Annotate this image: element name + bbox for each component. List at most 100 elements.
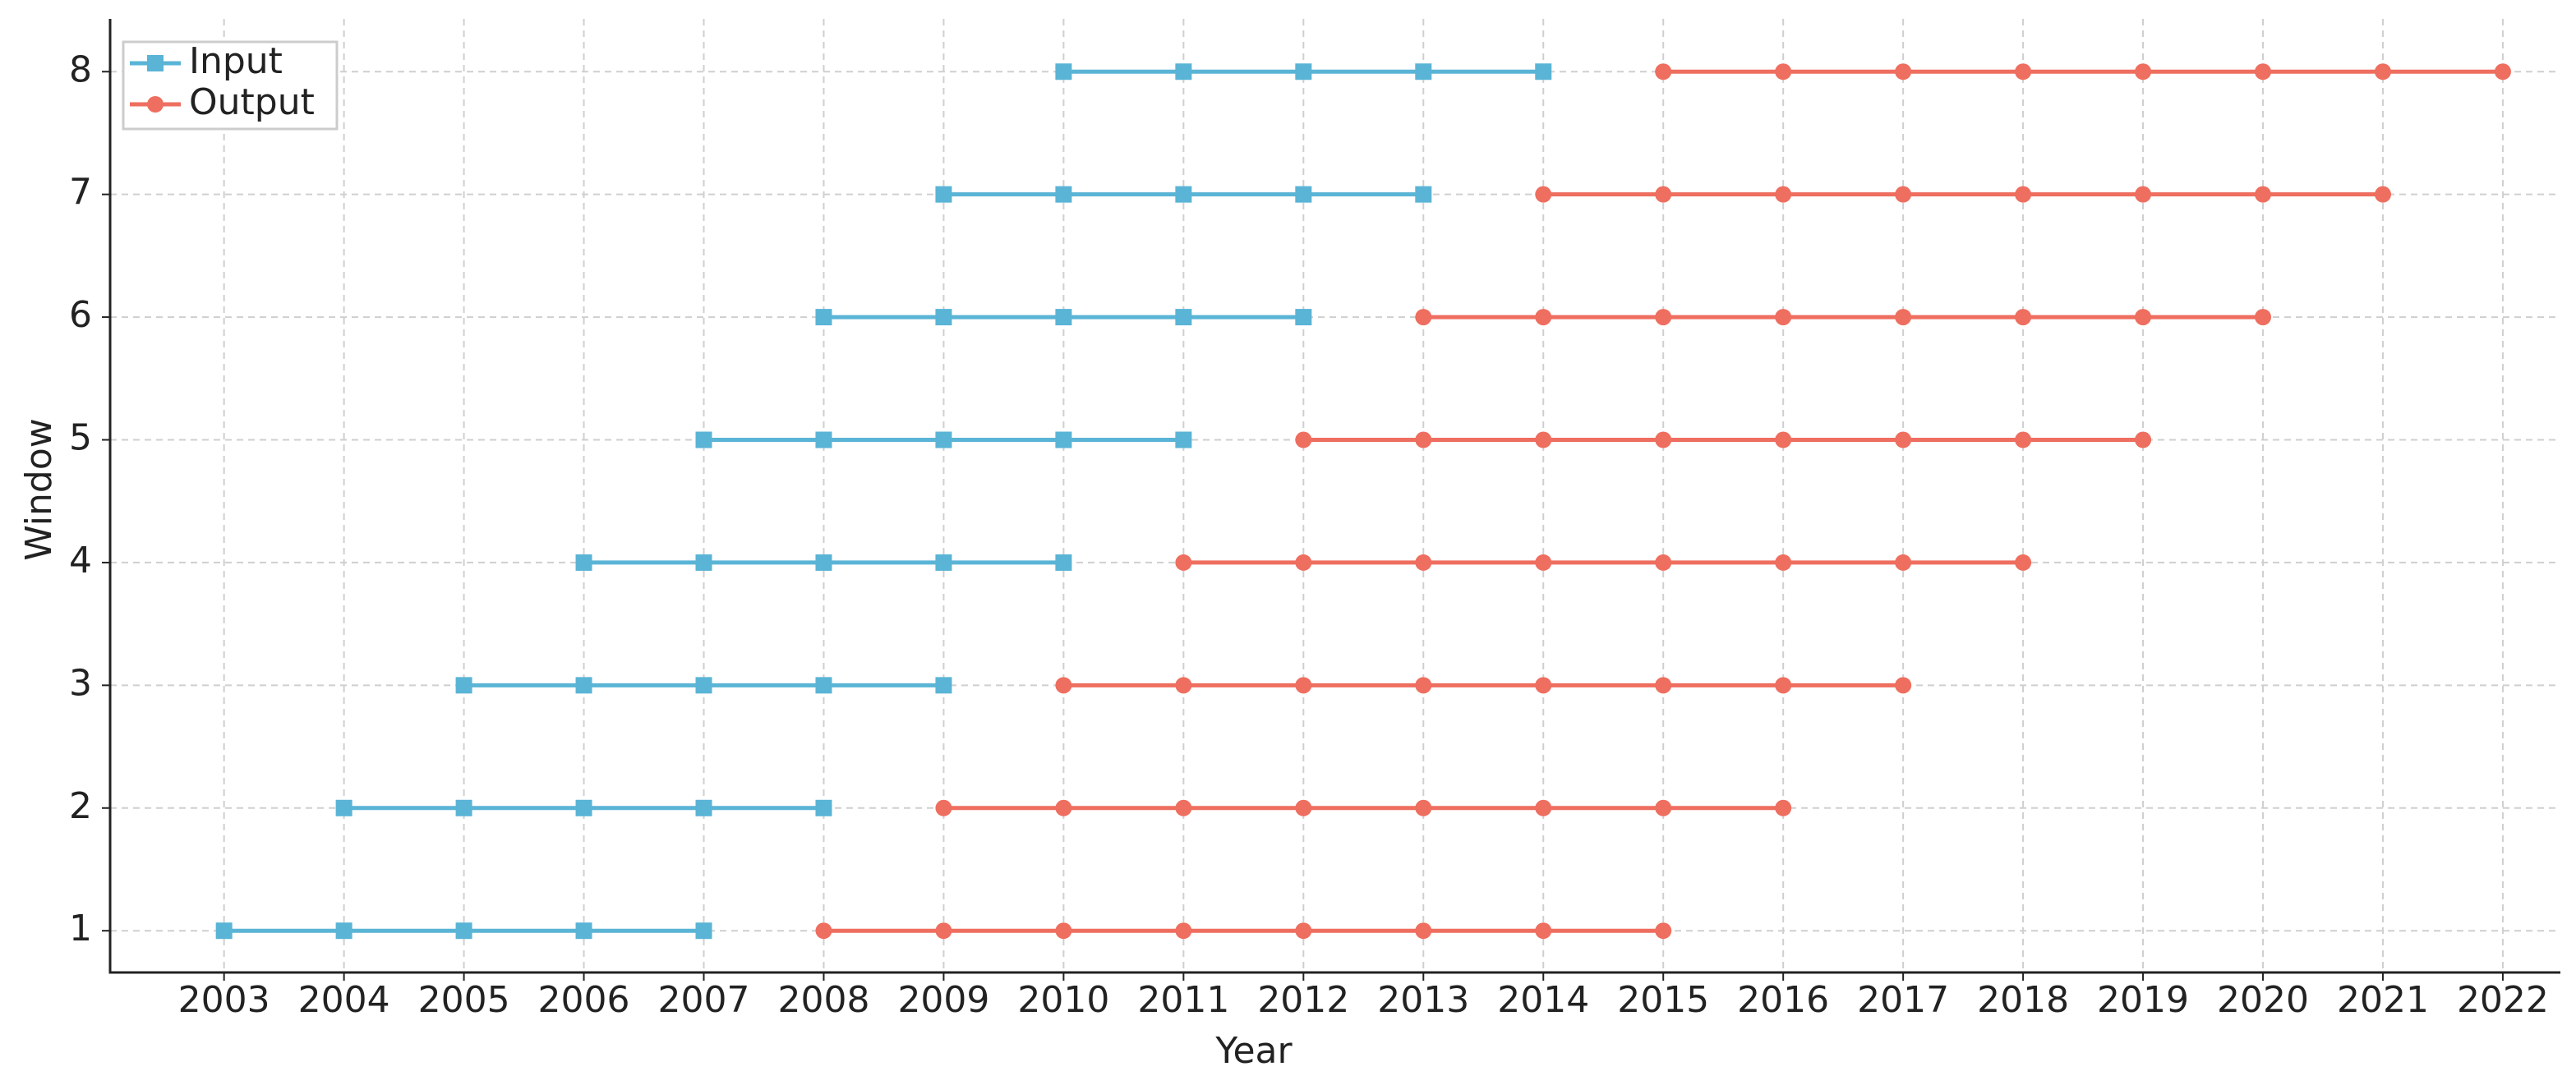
x-tick-label: 2005	[418, 979, 510, 1021]
marker	[1535, 799, 1552, 816]
marker	[1655, 63, 1672, 80]
marker	[1655, 922, 1672, 940]
marker	[1055, 799, 1072, 816]
marker	[1655, 431, 1672, 448]
marker	[1055, 63, 1072, 80]
marker	[1415, 63, 1432, 80]
marker	[335, 799, 353, 816]
marker	[695, 799, 712, 816]
marker	[2015, 554, 2032, 571]
marker	[1295, 922, 1312, 940]
x-tick-label: 2013	[1377, 979, 1469, 1021]
marker	[2015, 63, 2032, 80]
marker	[2255, 186, 2272, 203]
marker	[1775, 799, 1792, 816]
marker	[815, 309, 832, 326]
marker	[575, 554, 592, 571]
marker	[1175, 63, 1192, 80]
marker	[1535, 922, 1552, 940]
marker	[1295, 554, 1312, 571]
marker	[575, 799, 592, 816]
marker	[1415, 677, 1432, 694]
marker	[935, 186, 952, 203]
legend-marker	[147, 55, 164, 71]
marker	[1175, 922, 1192, 940]
y-tick-label: 2	[69, 785, 92, 827]
marker	[2135, 309, 2152, 326]
x-tick-label: 2014	[1497, 979, 1589, 1021]
marker	[1535, 431, 1552, 448]
marker	[695, 554, 712, 571]
marker	[2255, 63, 2272, 80]
marker	[1415, 431, 1432, 448]
marker	[215, 922, 233, 940]
marker	[815, 799, 832, 816]
marker	[2135, 431, 2152, 448]
marker	[1775, 554, 1792, 571]
marker	[1175, 677, 1192, 694]
marker	[1535, 554, 1552, 571]
marker	[695, 922, 712, 940]
marker	[1655, 799, 1672, 816]
x-axis-label: Year	[1214, 1030, 1293, 1072]
marker	[455, 799, 472, 816]
marker	[1535, 309, 1552, 326]
marker	[1055, 186, 1072, 203]
marker	[1775, 431, 1792, 448]
marker	[935, 922, 952, 940]
x-tick-label: 2004	[298, 979, 390, 1021]
marker	[1655, 309, 1672, 326]
x-tick-label: 2019	[2097, 979, 2189, 1021]
x-tick-label: 2008	[777, 979, 869, 1021]
marker	[1295, 677, 1312, 694]
x-tick-label: 2011	[1137, 979, 1229, 1021]
marker	[1295, 186, 1312, 203]
x-tick-label: 2012	[1257, 979, 1349, 1021]
legend-marker	[147, 96, 164, 113]
y-tick-label: 6	[69, 294, 92, 336]
legend-label: Input	[189, 40, 283, 82]
marker	[1295, 431, 1312, 448]
marker	[1655, 677, 1672, 694]
marker	[575, 677, 592, 694]
marker	[335, 922, 353, 940]
marker	[1175, 186, 1192, 203]
x-tick-label: 2016	[1737, 979, 1829, 1021]
marker	[1415, 554, 1432, 571]
marker	[935, 431, 952, 448]
marker	[1895, 554, 1912, 571]
marker	[1055, 677, 1072, 694]
marker	[1055, 309, 1072, 326]
marker	[1415, 922, 1432, 940]
marker	[1295, 799, 1312, 816]
y-tick-label: 3	[69, 662, 92, 704]
marker	[1295, 309, 1312, 326]
marker	[815, 431, 832, 448]
marker	[455, 677, 472, 694]
marker	[1775, 63, 1792, 80]
marker	[2374, 186, 2391, 203]
marker	[1055, 554, 1072, 571]
marker	[2374, 63, 2391, 80]
legend-label: Output	[189, 81, 315, 123]
marker	[1895, 309, 1912, 326]
marker	[815, 554, 832, 571]
marker	[815, 922, 832, 940]
marker	[1895, 677, 1912, 694]
marker	[1055, 922, 1072, 940]
marker	[1295, 63, 1312, 80]
x-tick-label: 2007	[658, 979, 750, 1021]
x-tick-label: 2020	[2217, 979, 2309, 1021]
marker	[935, 677, 952, 694]
marker	[2015, 431, 2032, 448]
marker	[1415, 186, 1432, 203]
marker	[1175, 309, 1192, 326]
y-tick-label: 4	[69, 540, 92, 582]
marker	[2015, 309, 2032, 326]
x-tick-label: 2018	[1977, 979, 2069, 1021]
x-tick-label: 2021	[2337, 979, 2429, 1021]
marker	[2494, 63, 2511, 80]
marker	[575, 922, 592, 940]
